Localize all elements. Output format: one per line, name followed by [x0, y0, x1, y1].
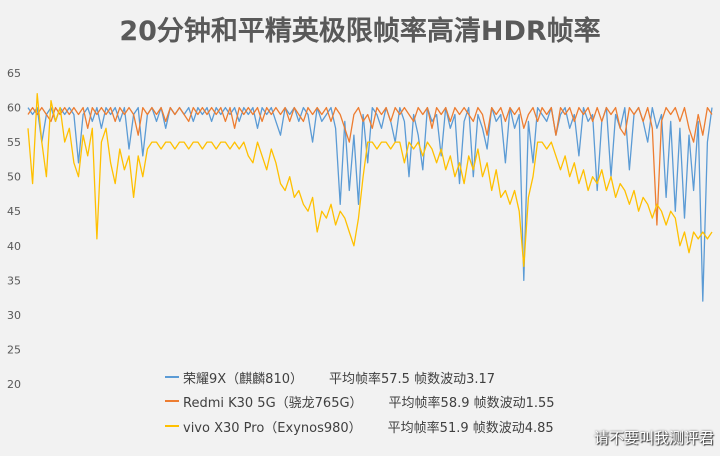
legend-series-name: vivo X30 Pro（Exynos980） [183, 420, 362, 436]
y-tick-label: 25 [7, 343, 21, 356]
legend-series-name: Redmi K30 5G（骁龙765G） [183, 395, 363, 411]
series-line-honor-9x [27, 106, 713, 302]
plot-area [27, 93, 713, 302]
legend-series-name: 荣耀9X（麒麟810） [183, 371, 303, 387]
legend-series-stats: 平均帧率57.5 帧数波动3.17 [329, 371, 496, 387]
y-tick-label: 55 [7, 136, 21, 149]
legend-series-stats: 平均帧率58.9 帧数波动1.55 [388, 395, 555, 411]
y-tick-label: 30 [7, 309, 21, 322]
chart-title: 20分钟和平精英极限帧率高清HDR帧率 [119, 16, 601, 47]
y-axis-tick-labels: 65 60 55 50 45 40 35 30 25 20 [7, 67, 21, 391]
y-tick-label: 20 [7, 378, 21, 391]
y-tick-label: 60 [7, 102, 21, 115]
y-tick-label: 45 [7, 205, 21, 218]
legend-item-redmi-k30-5g: Redmi K30 5G（骁龙765G） 平均帧率58.9 帧数波动1.55 [165, 392, 555, 411]
legend-series-stats: 平均帧率51.9 帧数波动4.85 [387, 420, 554, 436]
series-line-vivo-x30-pro [27, 93, 713, 268]
legend-item-vivo-x30-pro: vivo X30 Pro（Exynos980） 平均帧率51.9 帧数波动4.8… [165, 417, 554, 436]
legend-swatch [165, 425, 179, 427]
y-tick-label: 50 [7, 171, 21, 184]
y-tick-label: 40 [7, 240, 21, 253]
legend-item-honor-9x: 荣耀9X（麒麟810） 平均帧率57.5 帧数波动3.17 [165, 368, 496, 387]
y-tick-label: 65 [7, 67, 21, 80]
legend-swatch [165, 400, 179, 402]
watermark: 请不要叫我测评君 [593, 429, 714, 447]
series-line-redmi-k30-5g [27, 106, 713, 226]
legend-swatch [165, 376, 179, 378]
y-tick-label: 35 [7, 274, 21, 287]
